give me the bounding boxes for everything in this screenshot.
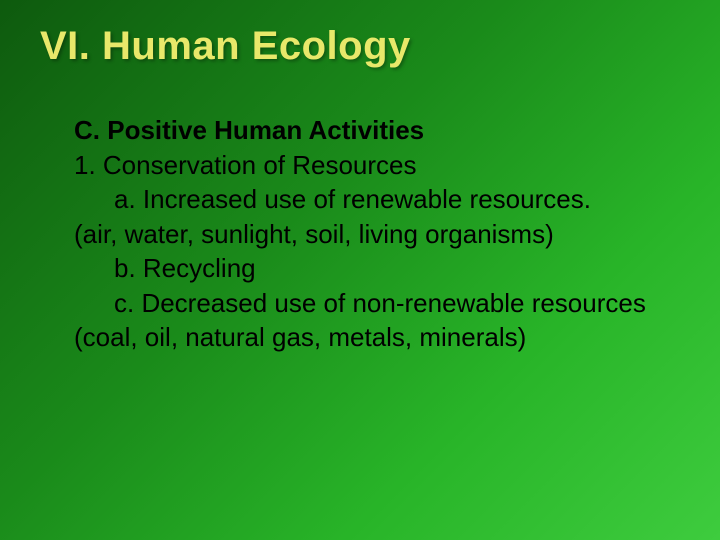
- section-subheading: C. Positive Human Activities: [74, 113, 680, 148]
- list-item-1: 1. Conservation of Resources: [74, 148, 680, 183]
- list-item-1a-paren: (air, water, sunlight, soil, living orga…: [74, 217, 680, 252]
- list-item-1a: a. Increased use of renewable resources.: [114, 182, 680, 217]
- list-item-1c-paren: (coal, oil, natural gas, metals, mineral…: [74, 320, 680, 355]
- list-item-1c: c. Decreased use of non-renewable resour…: [114, 286, 680, 321]
- slide: VI. Human Ecology C. Positive Human Acti…: [0, 0, 720, 540]
- slide-title: VI. Human Ecology: [40, 24, 680, 69]
- slide-body: C. Positive Human Activities 1. Conserva…: [74, 113, 680, 355]
- list-item-1b: b. Recycling: [114, 251, 680, 286]
